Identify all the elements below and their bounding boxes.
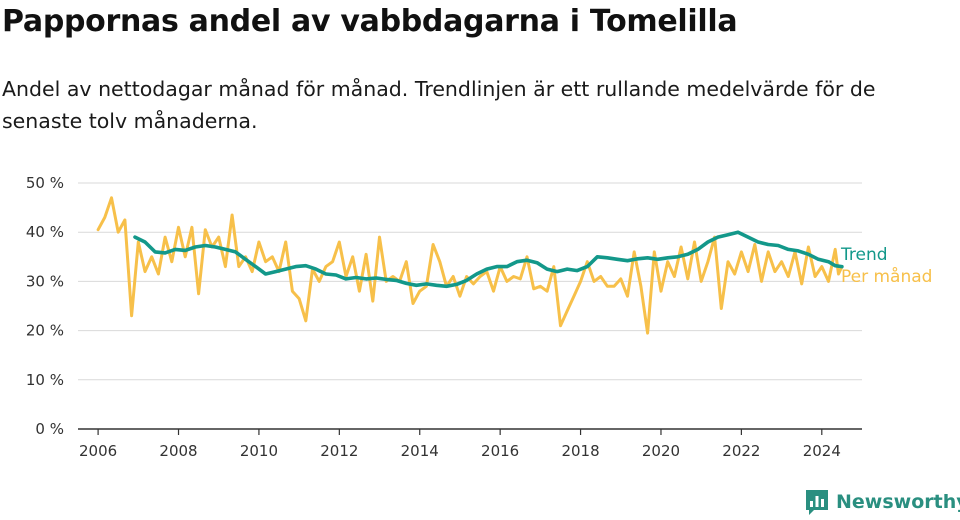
x-axis: 2006 2008 2010 2012 2014 2016 2018 2020 2022 2024 (78, 428, 862, 460)
y-tick-label: 0 % (35, 420, 64, 438)
trend-label: Trend (840, 245, 888, 265)
x-tick-label: 2008 (159, 442, 197, 460)
y-tick-label: 40 % (26, 223, 64, 241)
y-tick-label: 50 % (26, 174, 64, 192)
bar-chart-speech-bubble-icon (806, 490, 828, 515)
trend-line (133, 230, 844, 289)
x-tick-label: 2010 (240, 442, 278, 460)
x-tick-label: 2022 (722, 442, 760, 460)
y-axis: 0 % 10 % 20 % 30 % 40 % 50 % (26, 174, 64, 438)
x-tick-label: 2012 (320, 442, 358, 460)
monthly-label: Per månad (841, 266, 932, 287)
x-tick-label: 2016 (481, 442, 519, 460)
x-tick-label: 2020 (642, 442, 680, 460)
chart-title: Pappornas andel av vabbdagarna i Tomelil… (2, 4, 738, 39)
monthly-line (96, 196, 844, 335)
y-tick-label: 10 % (26, 371, 64, 389)
x-tick-label: 2014 (401, 442, 439, 460)
chart-subtitle: Andel av nettodagar månad för månad. Tre… (2, 77, 876, 133)
x-tick-label: 2006 (79, 442, 117, 460)
brand-logo[interactable]: Newsworthy (804, 488, 960, 516)
x-tick-label: 2024 (803, 442, 841, 460)
y-tick-label: 30 % (26, 272, 64, 290)
brand-name: Newsworthy (836, 491, 960, 513)
x-tick-label: 2018 (561, 442, 599, 460)
line-chart: 0 % 10 % 20 % 30 % 40 % 50 % 2006 2008 2010 2012… (26, 174, 933, 460)
y-tick-label: 20 % (26, 322, 64, 340)
series-lines (96, 196, 844, 335)
